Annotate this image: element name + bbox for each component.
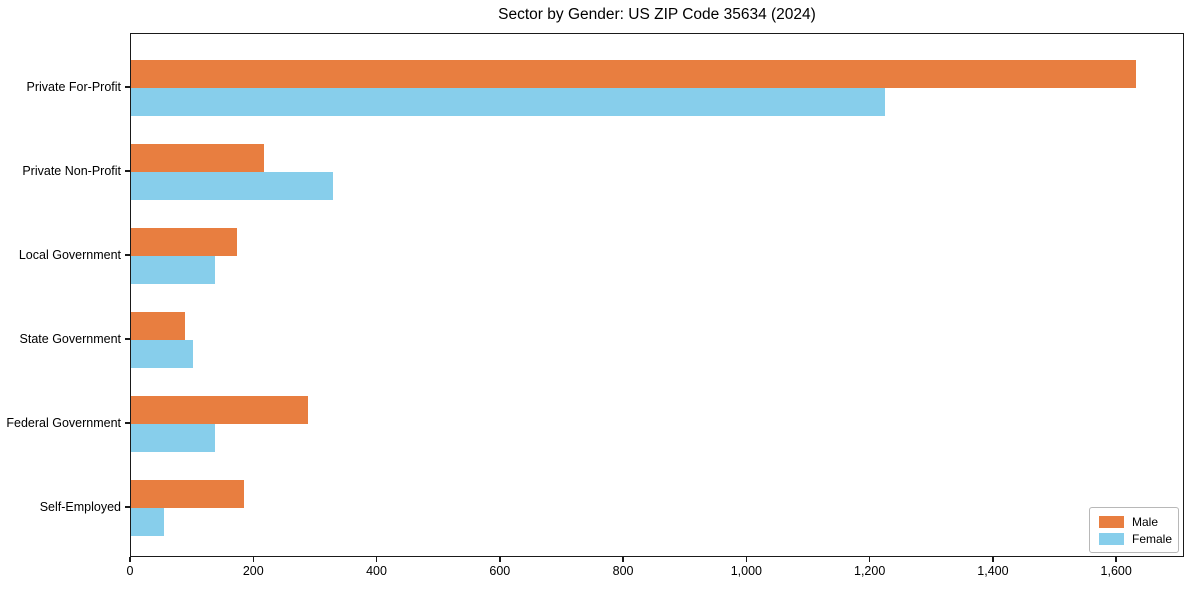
- x-tick: [622, 557, 624, 562]
- x-tick-label: 200: [242, 564, 264, 578]
- x-tick-label: 0: [126, 564, 134, 578]
- legend-item-female: Female: [1099, 531, 1173, 546]
- male-swatch-icon: [1099, 515, 1124, 528]
- bar-female-1: [131, 172, 333, 200]
- y-tick-label: Local Government: [18, 248, 121, 262]
- x-tick-label: 1,600: [1100, 564, 1132, 578]
- legend-item-male: Male: [1099, 514, 1170, 529]
- bar-female-2: [131, 256, 216, 284]
- female-swatch-icon: [1099, 532, 1124, 545]
- y-tick-label: Federal Government: [6, 416, 121, 430]
- bar-female-4: [131, 424, 216, 452]
- bar-male-5: [131, 480, 244, 508]
- x-tick-label: 1,000: [730, 564, 762, 578]
- legend: Male Female: [1089, 507, 1179, 553]
- y-tick-label: Private For-Profit: [26, 80, 121, 94]
- plot-area: [130, 33, 1184, 557]
- chart-title: Sector by Gender: US ZIP Code 35634 (202…: [498, 6, 816, 23]
- x-tick: [375, 557, 378, 562]
- x-tick: [499, 557, 501, 562]
- bar-female-5: [131, 508, 165, 536]
- y-tick-label: Self-Employed: [39, 500, 121, 514]
- y-tick: [125, 86, 130, 88]
- x-tick: [252, 557, 255, 562]
- y-tick-label: Private Non-Profit: [22, 164, 121, 178]
- x-tick-label: 600: [489, 564, 511, 578]
- x-tick: [745, 557, 748, 562]
- bar-male-1: [131, 144, 265, 172]
- bar-male-4: [131, 396, 308, 424]
- bar-female-0: [131, 88, 886, 116]
- bar-male-2: [131, 228, 237, 256]
- y-tick-label: State Government: [19, 332, 121, 346]
- x-tick-label: 400: [366, 564, 387, 578]
- legend-label-female: Female: [1132, 531, 1173, 546]
- x-tick-label: 800: [612, 564, 634, 578]
- bar-male-3: [131, 312, 186, 340]
- x-tick: [992, 557, 994, 562]
- x-tick: [129, 557, 131, 562]
- y-tick: [125, 506, 130, 508]
- y-tick: [125, 254, 130, 256]
- x-tick: [868, 557, 871, 562]
- legend-label-male: Male: [1132, 514, 1159, 529]
- bar-female-3: [131, 340, 194, 368]
- x-tick: [1115, 557, 1117, 562]
- y-tick: [125, 170, 130, 172]
- x-tick-label: 1,200: [854, 564, 886, 578]
- bar-male-0: [131, 60, 1136, 88]
- y-tick: [125, 422, 130, 424]
- y-tick: [125, 338, 130, 340]
- x-tick-label: 1,400: [977, 564, 1009, 578]
